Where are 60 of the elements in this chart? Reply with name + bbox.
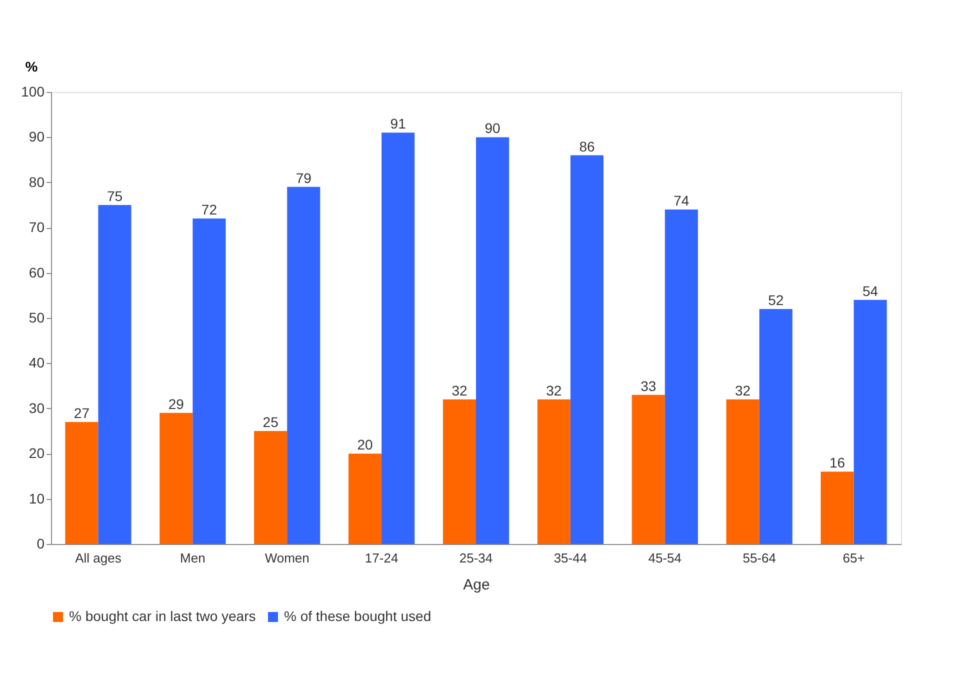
data-label: 27	[74, 404, 90, 421]
data-label: 72	[201, 202, 218, 218]
bar	[382, 132, 415, 544]
y-tick-label: 20	[28, 445, 45, 462]
legend-label: % of these bought used	[284, 608, 432, 624]
data-label: 32	[452, 382, 468, 398]
data-label: 52	[768, 292, 784, 308]
bar	[65, 422, 98, 544]
bar	[476, 137, 510, 544]
y-tick-label: 60	[28, 264, 45, 280]
data-label: 20	[357, 436, 374, 453]
y-tick-label: 70	[28, 219, 45, 236]
x-tick-label: 45-54	[648, 550, 682, 566]
data-label: 33	[640, 378, 656, 394]
bar	[287, 186, 320, 544]
data-label: 25	[262, 414, 279, 430]
data-label: 79	[296, 170, 312, 186]
bar	[442, 399, 476, 544]
data-label: 74	[674, 192, 690, 209]
y-tick-label: 0	[36, 536, 45, 552]
y-tick-label: 40	[28, 354, 45, 371]
y-tick-label: 10	[28, 490, 45, 506]
data-label: 90	[484, 120, 501, 136]
y-tick-label: 50	[28, 310, 45, 326]
x-tick-label: Women	[264, 550, 310, 566]
bar	[537, 399, 570, 544]
bar	[254, 431, 288, 544]
bar	[348, 454, 382, 544]
bar	[160, 412, 193, 544]
x-tick-label: 25-34	[459, 550, 493, 566]
x-tick-label: Men	[180, 550, 206, 566]
x-tick-label: 17-24	[364, 550, 398, 566]
x-tick-label: All ages	[75, 550, 122, 566]
data-label: 54	[862, 282, 878, 299]
x-tick-label: 35-44	[554, 550, 588, 566]
bar	[632, 394, 665, 544]
bar	[570, 155, 604, 544]
y-axis-title: %	[25, 58, 38, 74]
data-label: 32	[546, 382, 562, 398]
bar	[854, 300, 887, 544]
x-tick-label: 65+	[842, 550, 865, 566]
data-label: 91	[390, 116, 406, 132]
y-tick-label: 80	[28, 174, 45, 190]
x-axis-title: Age	[463, 576, 490, 594]
y-tick-label: 30	[28, 400, 45, 416]
data-label: 75	[106, 188, 123, 204]
bar	[820, 472, 854, 544]
legend-label: % bought car in last two years	[69, 608, 256, 624]
data-label: 86	[579, 138, 595, 154]
data-label: 16	[829, 454, 846, 471]
bar	[664, 210, 698, 544]
bar	[98, 205, 132, 544]
y-tick-label: 100	[21, 84, 45, 100]
bar	[726, 399, 760, 544]
data-label: 29	[168, 396, 184, 412]
bar	[192, 218, 226, 544]
data-label: 32	[735, 382, 751, 398]
y-tick-label: 90	[28, 128, 45, 145]
bar	[759, 308, 792, 544]
x-tick-label: 55-64	[742, 550, 776, 566]
